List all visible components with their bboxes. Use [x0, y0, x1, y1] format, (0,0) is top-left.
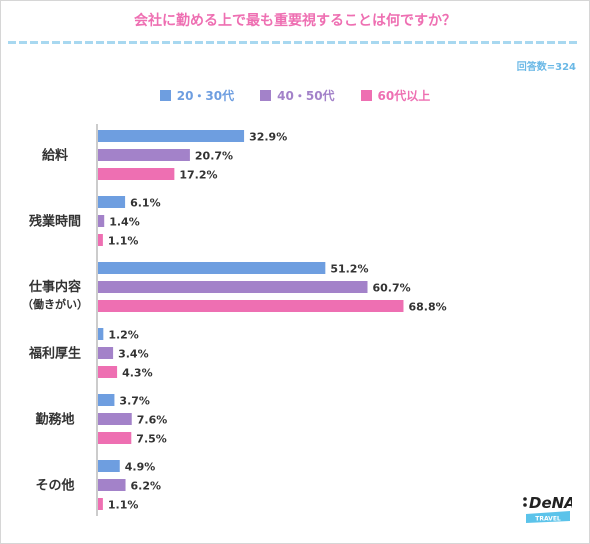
bar	[98, 413, 132, 425]
legend: 20・30代 40・50代 60代以上	[0, 87, 590, 104]
bar-value-label: 68.8%	[408, 301, 446, 314]
legend-label-40-50: 40・50代	[277, 89, 335, 103]
legend-swatch-20-30	[159, 90, 171, 101]
legend-item-60-plus: 60代以上	[360, 87, 431, 104]
bar-value-label: 32.9%	[249, 131, 287, 144]
chart-title: 会社に勤める上で最も重要視することは何ですか？	[134, 13, 456, 29]
bar-value-label: 7.6%	[137, 414, 168, 427]
legend-item-40-50: 40・50代	[260, 87, 335, 104]
bar-value-label: 3.7%	[119, 395, 150, 408]
bar	[98, 347, 114, 359]
category-label: その他	[35, 478, 74, 494]
legend-swatch-40-50	[260, 90, 272, 101]
category-label: 勤務地	[35, 412, 74, 428]
bar	[98, 479, 126, 491]
bar-value-label: 1.2%	[108, 329, 139, 342]
logo-brand-text: DeNA	[529, 494, 572, 512]
bar	[98, 498, 103, 510]
bar-value-label: 1.1%	[108, 235, 139, 248]
bar	[98, 234, 103, 246]
bar-value-label: 6.2%	[131, 480, 162, 493]
bar	[98, 196, 126, 208]
category-label: （働きがい）	[22, 297, 88, 311]
category-label: 給料	[42, 148, 68, 164]
category-label: 福利厚生	[28, 346, 81, 362]
bar	[98, 300, 404, 312]
title-divider	[8, 41, 580, 44]
category-label: 仕事内容	[28, 279, 81, 295]
bar-value-label: 17.2%	[179, 169, 217, 182]
bar	[98, 262, 326, 274]
bar-value-label: 1.4%	[109, 216, 140, 229]
bar-value-label: 60.7%	[373, 282, 411, 295]
bar-value-label: 4.9%	[125, 461, 156, 474]
bar-value-label: 3.4%	[118, 348, 149, 361]
bar	[98, 215, 105, 227]
bar	[98, 281, 368, 293]
bar	[98, 130, 245, 142]
bar	[98, 168, 175, 180]
respondent-count: 回答数=324	[516, 62, 576, 73]
bar-value-label: 20.7%	[195, 150, 233, 163]
bar	[98, 460, 120, 472]
bar-value-label: 51.2%	[330, 263, 368, 276]
bar	[98, 432, 132, 444]
dena-travel-logo: DeNA TRAVEL	[523, 494, 572, 523]
legend-item-20-30: 20・30代	[159, 87, 235, 104]
bar	[98, 149, 190, 161]
bar-value-label: 6.1%	[130, 197, 161, 210]
bar-value-label: 7.5%	[136, 433, 167, 446]
bar	[98, 394, 115, 406]
legend-swatch-60-plus	[360, 90, 372, 101]
legend-label-60-plus: 60代以上	[377, 89, 431, 103]
bar	[98, 328, 104, 340]
legend-label-20-30: 20・30代	[176, 89, 235, 103]
logo-sub-text: TRAVEL	[535, 516, 561, 523]
bar-value-label: 1.1%	[108, 499, 139, 512]
bar-value-label: 4.3%	[122, 367, 153, 380]
bar	[98, 366, 118, 378]
category-label: 残業時間	[29, 214, 81, 230]
